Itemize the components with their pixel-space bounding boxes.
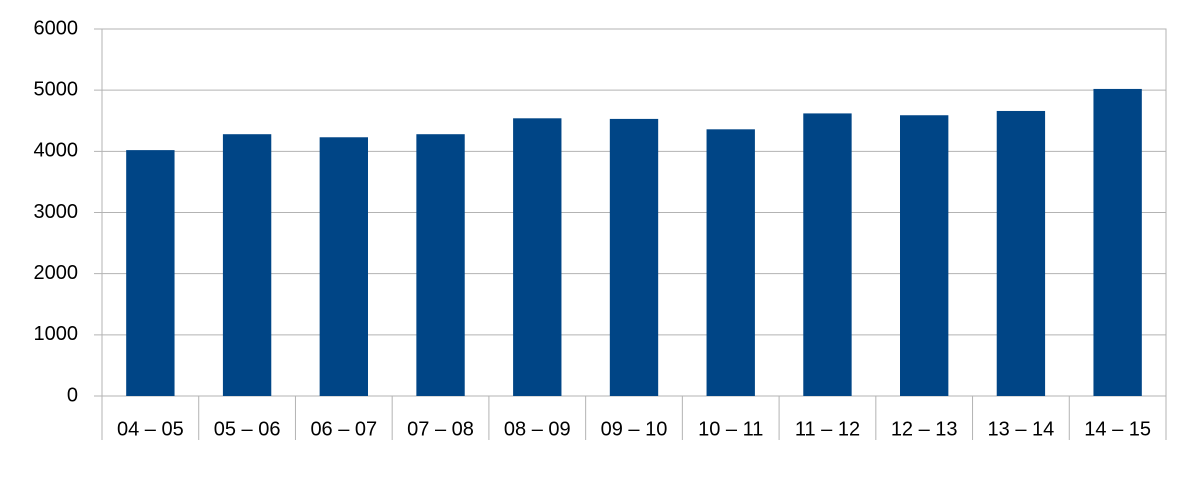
x-tick-label: 12 – 13 bbox=[891, 418, 958, 440]
x-tick-label: 07 – 08 bbox=[407, 418, 474, 440]
y-tick-label: 2000 bbox=[34, 262, 79, 284]
bar bbox=[996, 110, 1046, 397]
x-tick-label: 05 – 06 bbox=[214, 418, 281, 440]
bar bbox=[416, 134, 465, 396]
bar bbox=[222, 134, 272, 396]
x-tick-label: 09 – 10 bbox=[601, 418, 668, 440]
x-tick-label: 08 – 09 bbox=[504, 418, 571, 440]
x-tick-label: 06 – 07 bbox=[310, 418, 377, 440]
y-tick-label: 3000 bbox=[34, 201, 79, 223]
bar bbox=[900, 115, 949, 397]
bar bbox=[803, 113, 852, 396]
x-tick-label: 04 – 05 bbox=[117, 418, 184, 440]
x-tick-label: 14 – 15 bbox=[1084, 418, 1151, 440]
bar bbox=[126, 150, 175, 396]
x-tick-label: 10 – 11 bbox=[698, 418, 763, 440]
y-tick-label: 6000 bbox=[34, 17, 79, 39]
bar bbox=[609, 118, 659, 396]
y-tick-label: 1000 bbox=[34, 323, 79, 345]
x-tick-label: 13 – 14 bbox=[988, 418, 1055, 440]
y-tick-label: 0 bbox=[67, 384, 78, 406]
y-tick-label: 4000 bbox=[34, 140, 79, 162]
y-tick-label: 5000 bbox=[34, 78, 79, 100]
x-tick-label: 11 – 12 bbox=[795, 418, 860, 440]
bar bbox=[1093, 88, 1142, 397]
bar bbox=[706, 129, 755, 396]
bar bbox=[513, 118, 562, 396]
bar bbox=[319, 137, 368, 396]
